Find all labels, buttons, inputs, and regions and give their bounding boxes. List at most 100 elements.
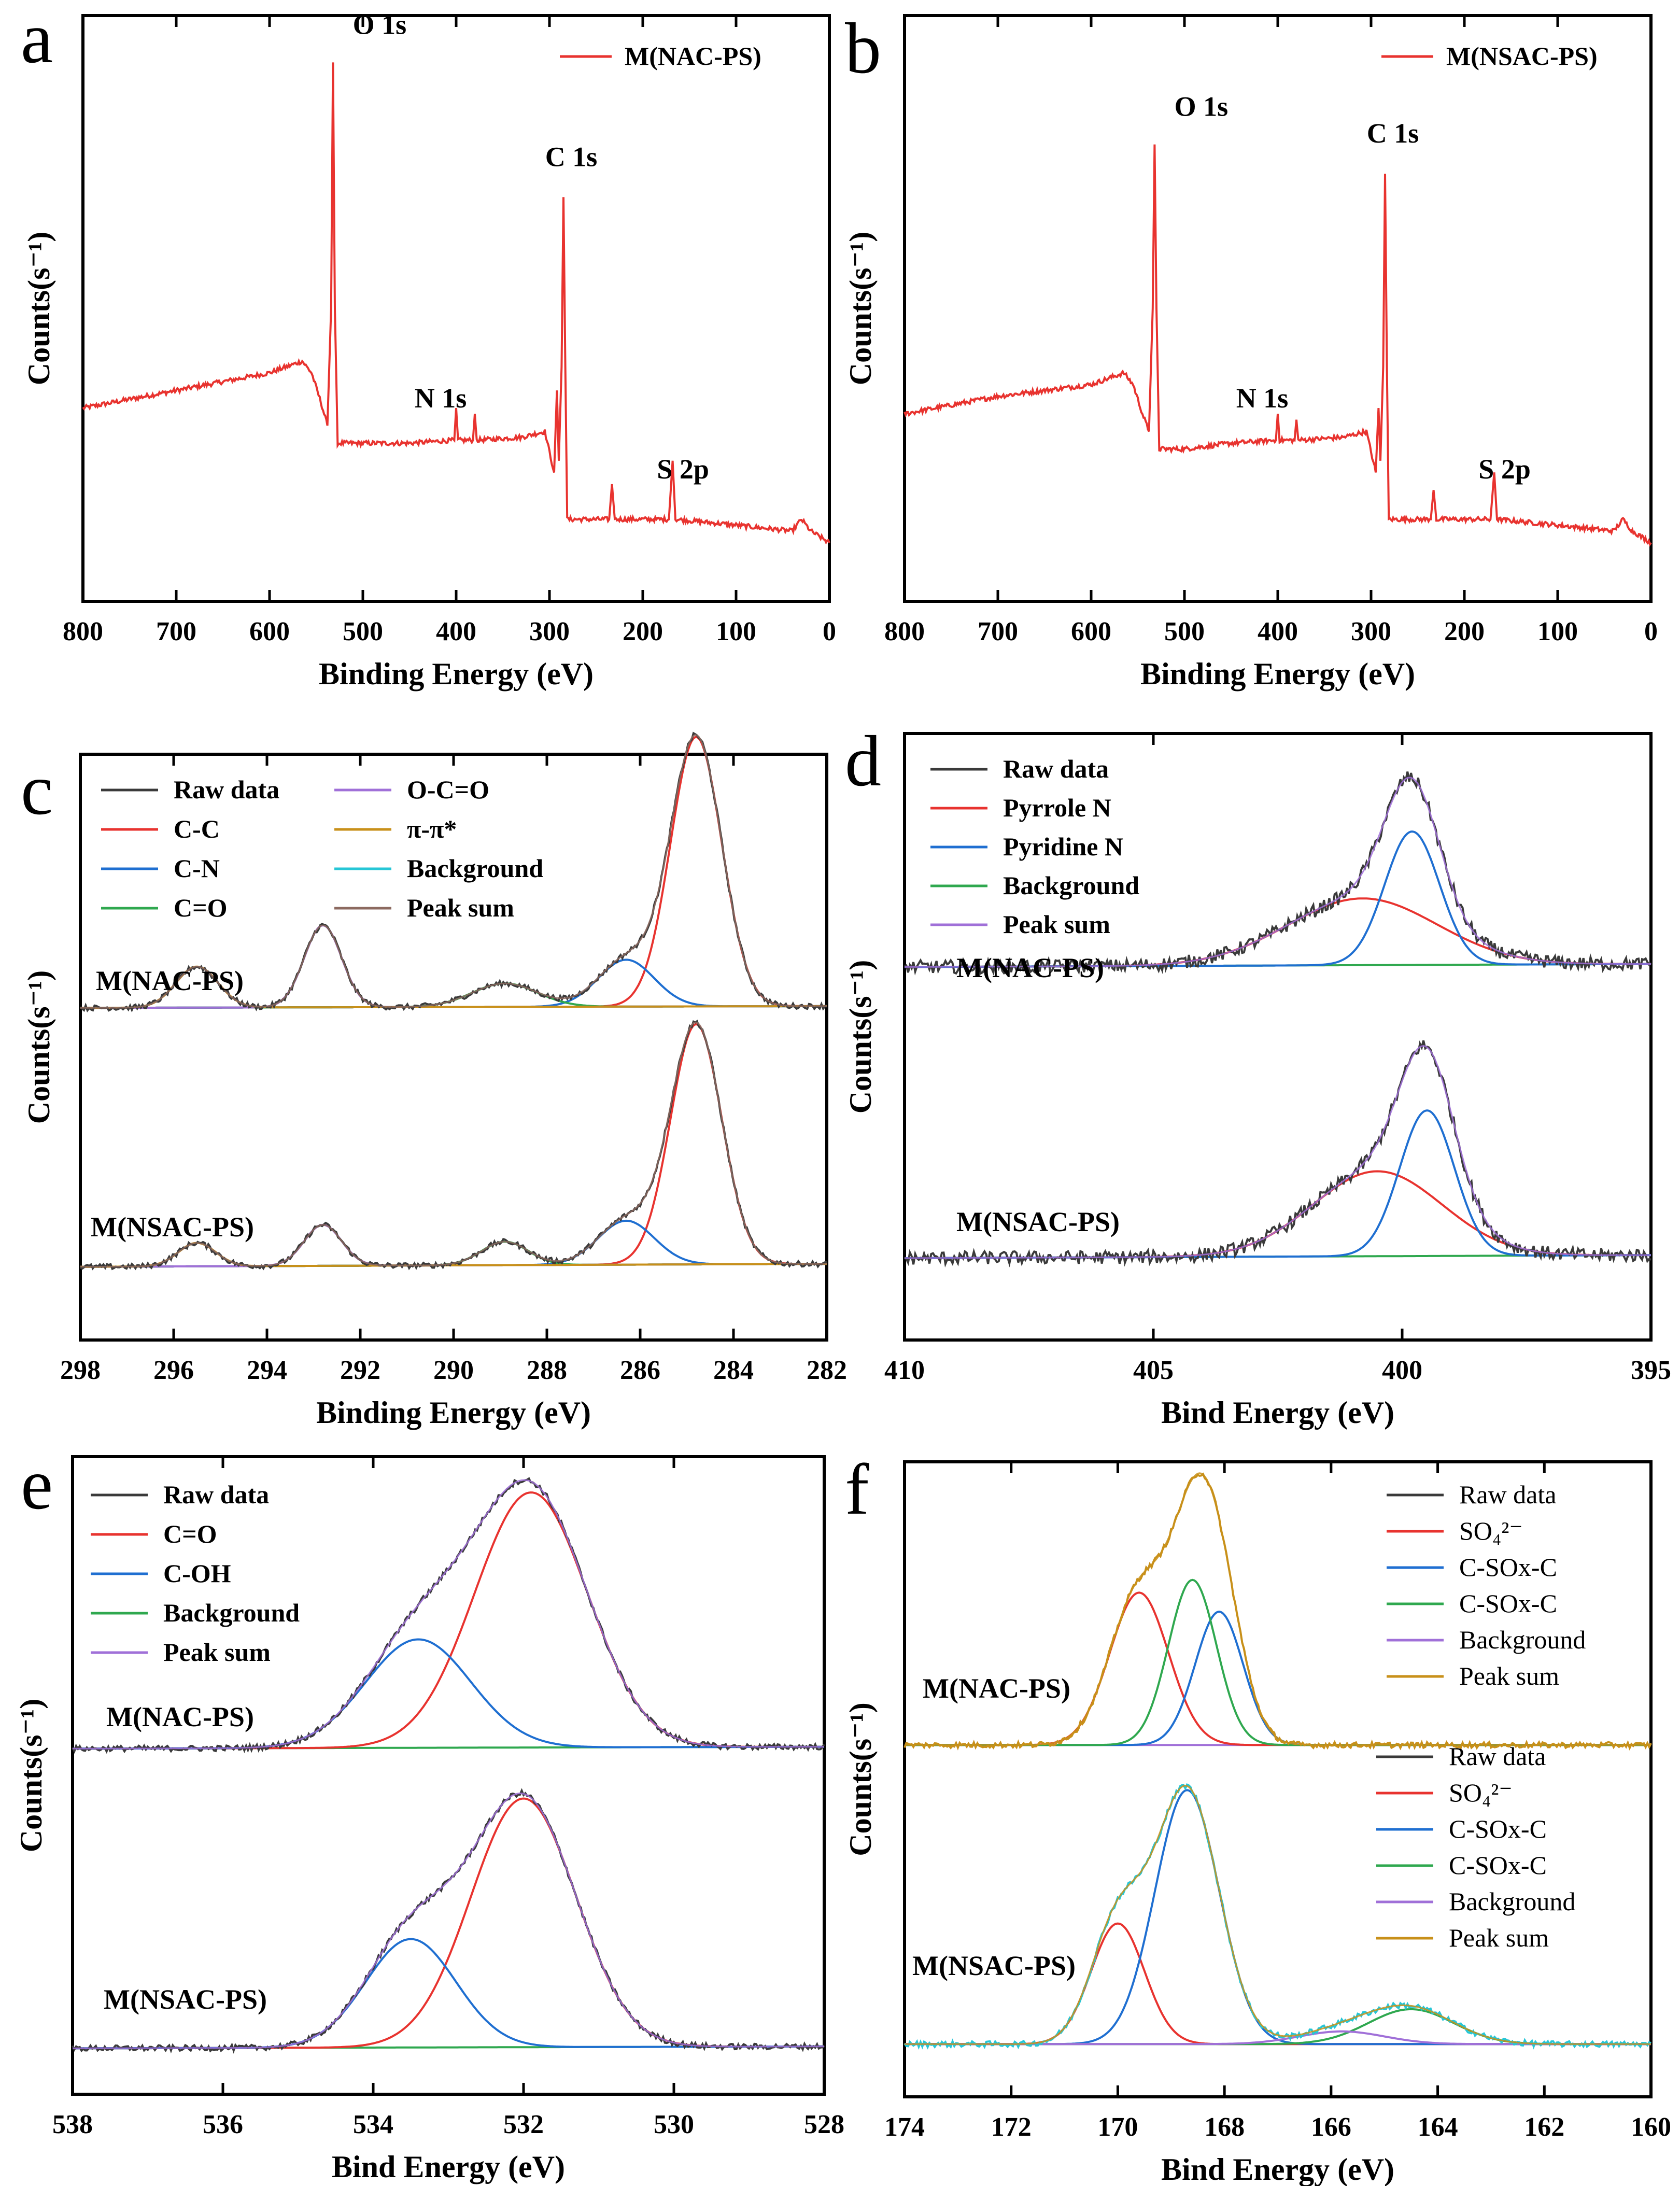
peak-sum-curve bbox=[80, 1021, 827, 1268]
series-label: M(NAC-PS) bbox=[96, 965, 244, 996]
legend-label: SO₄²⁻ bbox=[1459, 1516, 1523, 1545]
x-tick-label: 298 bbox=[60, 1356, 101, 1385]
x-tick-label: 170 bbox=[1097, 2112, 1138, 2142]
x-tick-label: 200 bbox=[623, 617, 663, 646]
x-tick-label: 168 bbox=[1204, 2112, 1245, 2142]
x-axis-title: Binding Energy (eV) bbox=[1140, 657, 1415, 691]
peak-sum-curve bbox=[905, 777, 1651, 968]
x-tick-label: 400 bbox=[436, 617, 476, 646]
panel-f: 174 172 170 168 166 164 162 160 Bind Energy (eV)… bbox=[843, 1449, 1671, 2186]
x-tick-label: 800 bbox=[63, 617, 103, 646]
panel-letter-e: e bbox=[21, 1444, 53, 1525]
x-axis-title: Bind Energy (eV) bbox=[332, 2150, 565, 2184]
peak-sum-curve bbox=[73, 1792, 825, 2049]
x-tick-label: 538 bbox=[52, 2110, 93, 2139]
x-tick-label: 294 bbox=[247, 1356, 287, 1385]
x-tick-label: 200 bbox=[1444, 617, 1485, 646]
x-tick-label: 400 bbox=[1258, 617, 1298, 646]
x-axis-title: Binding Energy (eV) bbox=[316, 1395, 591, 1430]
legend-label: C=O bbox=[174, 893, 228, 922]
x-tick-label: 600 bbox=[1071, 617, 1111, 646]
panel-d: 410 405 400 395 Bind Energy (eV) Counts(s⁻¹) d… bbox=[843, 721, 1671, 1430]
panel-a: 800 700 600 500 400 300 200 100 0 Binding Energy … bbox=[21, 0, 836, 691]
legend-label: C-SOx-C bbox=[1459, 1589, 1557, 1618]
raw-data-curve bbox=[903, 1040, 1651, 1268]
legend-label: π-π* bbox=[407, 814, 457, 843]
x-tick-label: 162 bbox=[1524, 2112, 1564, 2142]
x-tick-label: 288 bbox=[527, 1356, 567, 1385]
series-label: M(NAC-PS) bbox=[923, 1673, 1070, 1704]
peak-sum-curve bbox=[80, 734, 827, 1009]
x-axis-title: Bind Energy (eV) bbox=[1161, 1395, 1394, 1430]
series-label: M(NSAC-PS) bbox=[912, 1950, 1076, 1981]
legend-label: C-N bbox=[174, 854, 220, 883]
peak-label: C 1s bbox=[545, 141, 598, 172]
legend-label: Peak sum bbox=[1459, 1661, 1559, 1690]
peak-label: C 1s bbox=[1367, 118, 1419, 149]
x-tick-label: 500 bbox=[1164, 617, 1205, 646]
x-tick-label: 534 bbox=[353, 2110, 393, 2139]
peak-label: O 1s bbox=[353, 9, 407, 40]
legend-label: Background bbox=[163, 1598, 300, 1627]
peak-sum-curve bbox=[73, 1479, 825, 1750]
x-tick-label: 282 bbox=[807, 1356, 847, 1385]
x-tick-label: 286 bbox=[620, 1356, 660, 1385]
series-label: M(NSAC-PS) bbox=[91, 1211, 254, 1243]
peak-label: N 1s bbox=[415, 383, 467, 414]
x-axis-title: Binding Energy (eV) bbox=[319, 657, 594, 691]
x-tick-label: 532 bbox=[503, 2110, 544, 2139]
legend-label: Background bbox=[1459, 1625, 1586, 1654]
legend-label: Raw data bbox=[163, 1480, 269, 1509]
legend-label: Raw data bbox=[1003, 754, 1109, 783]
survey-line bbox=[903, 144, 1652, 547]
x-tick-label: 700 bbox=[156, 617, 196, 646]
peak-sum-curve bbox=[905, 1472, 1651, 1746]
plot-frame-d bbox=[903, 732, 1653, 1342]
panel-letter-f: f bbox=[845, 1449, 869, 1530]
x-tick-label: 500 bbox=[343, 617, 383, 646]
legend-label: Raw data bbox=[1449, 1742, 1546, 1771]
panel-c: 298 296 294 292 290 288 286 284 282 Binding Energ… bbox=[21, 731, 847, 1430]
legend-label: M(NSAC-PS) bbox=[1446, 41, 1598, 70]
legend-label: C=O bbox=[163, 1519, 217, 1548]
legend-label: Background bbox=[1449, 1887, 1575, 1916]
x-tick-label: 164 bbox=[1418, 2112, 1458, 2142]
x-tick-label: 172 bbox=[991, 2112, 1032, 2142]
x-tick-label: 166 bbox=[1311, 2112, 1351, 2142]
series-label: M(NAC-PS) bbox=[956, 952, 1104, 983]
x-tick-label: 284 bbox=[713, 1356, 754, 1385]
y-axis-title: Counts(s⁻¹) bbox=[22, 232, 56, 385]
legend-label: SO₄²⁻ bbox=[1449, 1778, 1513, 1807]
legend-label: C-SOx-C bbox=[1449, 1851, 1547, 1880]
legend-label: Pyridine N bbox=[1003, 832, 1123, 861]
legend-label: Background bbox=[407, 854, 543, 883]
y-axis-title: Counts(s⁻¹) bbox=[14, 1699, 48, 1852]
series-label: M(NSAC-PS) bbox=[104, 1984, 267, 2015]
panel-letter-c: c bbox=[21, 750, 53, 830]
panel-letter-a: a bbox=[21, 0, 53, 78]
legend-label: Background bbox=[1003, 871, 1139, 900]
x-tick-label: 700 bbox=[978, 617, 1018, 646]
peak-label: O 1s bbox=[1175, 91, 1229, 122]
peak-label: S 2p bbox=[657, 454, 709, 485]
series-label: M(NSAC-PS) bbox=[956, 1206, 1120, 1237]
x-tick-label: 400 bbox=[1382, 1356, 1422, 1385]
legend-label: Peak sum bbox=[1003, 910, 1110, 939]
x-axis-title: Bind Energy (eV) bbox=[1161, 2152, 1394, 2186]
x-tick-label: 290 bbox=[433, 1356, 474, 1385]
plot-frame-f bbox=[903, 1460, 1653, 2098]
x-tick-label: 528 bbox=[804, 2110, 844, 2139]
peak-label: S 2p bbox=[1478, 454, 1531, 485]
legend-label: Peak sum bbox=[163, 1638, 271, 1667]
series-label: M(NAC-PS) bbox=[106, 1701, 254, 1732]
legend-label: Peak sum bbox=[1449, 1923, 1549, 1952]
panel-b: 800 700 600 500 400 300 200 100 0 Binding Energy … bbox=[843, 8, 1658, 691]
x-tick-label: 292 bbox=[340, 1356, 380, 1385]
x-tick-label: 0 bbox=[823, 617, 836, 646]
legend-label: Raw data bbox=[174, 775, 279, 804]
x-tick-label: 100 bbox=[1537, 617, 1578, 646]
legend-label: Raw data bbox=[1459, 1480, 1556, 1509]
peak-label: N 1s bbox=[1236, 383, 1289, 414]
legend-label: M(NAC-PS) bbox=[625, 41, 761, 70]
